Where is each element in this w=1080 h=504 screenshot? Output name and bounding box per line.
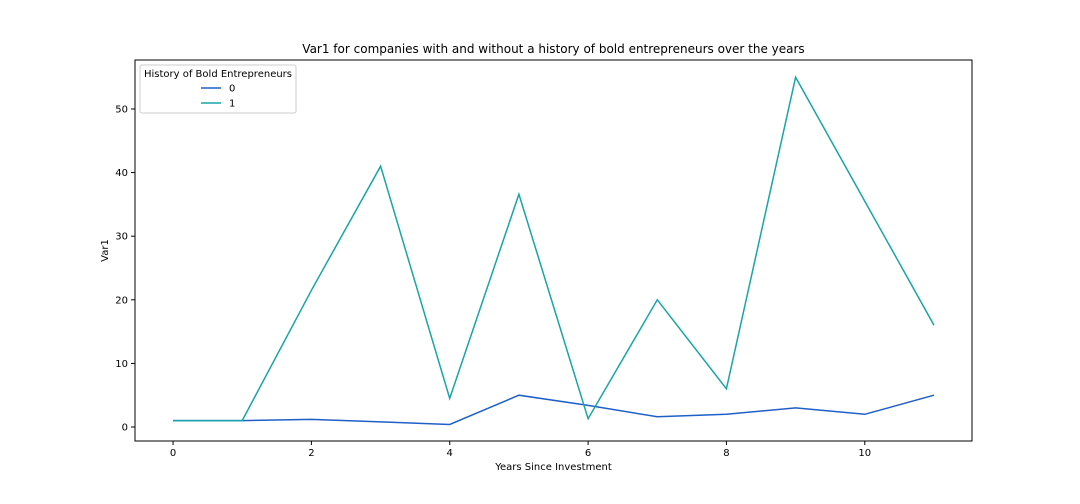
legend-title: History of Bold Entrepreneurs <box>144 69 292 80</box>
legend-label-0: 0 <box>229 84 235 95</box>
plot-frame <box>134 59 973 442</box>
y-axis-label: Var1 <box>100 239 111 262</box>
x-tick-label: 6 <box>585 448 591 459</box>
series-line-0 <box>173 394 935 426</box>
x-tick-label: 8 <box>723 448 729 459</box>
x-tick-label: 10 <box>858 448 871 459</box>
plot-area <box>134 59 973 442</box>
x-axis: 0 2 4 6 8 10 <box>170 441 871 459</box>
legend-box <box>139 64 297 114</box>
x-tick-label: 4 <box>447 448 453 459</box>
series-layer <box>173 75 935 426</box>
y-tick-label: 30 <box>115 232 128 243</box>
x-tick-label: 0 <box>170 448 176 459</box>
x-tick-label: 2 <box>308 448 314 459</box>
y-tick-label: 50 <box>115 104 128 115</box>
chart-title: Var1 for companies with and without a hi… <box>302 42 804 56</box>
y-tick-label: 20 <box>115 295 128 306</box>
legend-label-1: 1 <box>229 99 235 110</box>
y-tick-label: 0 <box>122 423 128 434</box>
y-tick-label: 10 <box>115 359 128 370</box>
y-tick-label: 40 <box>115 168 128 179</box>
legend: History of Bold Entrepreneurs 0 1 <box>139 64 297 114</box>
series-line-1 <box>173 75 935 422</box>
y-axis: 0 10 20 30 40 50 <box>115 104 135 434</box>
x-axis-label: Years Since Investment <box>494 462 612 473</box>
